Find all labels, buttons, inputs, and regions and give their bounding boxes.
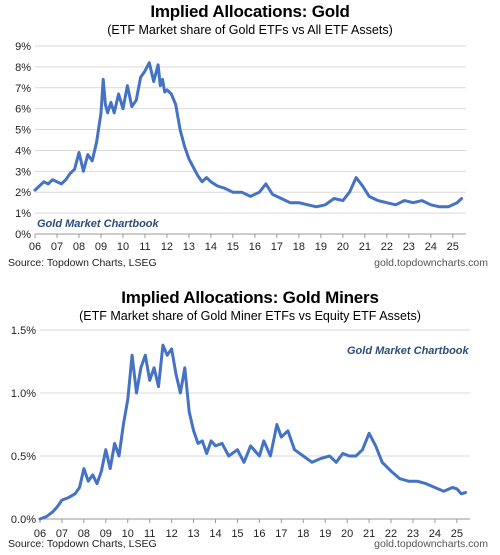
x-tick-label: 25	[451, 528, 463, 540]
x-tick-label: 13	[183, 241, 195, 253]
x-tick-label: 10	[122, 528, 134, 540]
x-tick-label: 09	[100, 528, 112, 540]
line-chart-gold-miners: 0.0% 0.5% 1.0% 1.5% 06 07 08 09 10 11 12 13 14 15 16 17…	[11, 325, 470, 540]
watermark: Gold Market Chartbook	[37, 218, 159, 230]
x-tick-label: 20	[337, 241, 349, 253]
x-tick-label: 08	[78, 528, 90, 540]
series-line	[38, 343, 468, 521]
chart-panel-gold-miners: Implied Allocations: Gold Miners (ETF Ma…	[0, 282, 500, 555]
x-tick-label: 22	[381, 241, 393, 253]
x-tick-label: 06	[34, 528, 46, 540]
x-tick-label: 19	[319, 528, 331, 540]
website-label: gold.topdowncharts.com	[374, 538, 488, 550]
chart-subtitle: (ETF Market share of Gold ETFs vs All ET…	[107, 23, 393, 37]
source-note: Source: Topdown Charts, LSEG	[8, 257, 157, 269]
x-tick-label: 19	[315, 241, 327, 253]
x-tick-label: 25	[447, 241, 459, 253]
y-tick-label: 9%	[15, 41, 31, 53]
x-tick-label: 15	[231, 528, 243, 540]
y-tick-label: 0%	[15, 229, 31, 241]
y-tick-label: 4%	[15, 145, 31, 157]
x-tick-label: 11	[144, 528, 155, 540]
website-label: gold.topdowncharts.com	[374, 257, 488, 269]
x-tick-label: 21	[363, 528, 375, 540]
x-tick-label: 22	[385, 528, 397, 540]
x-tick-label: 10	[117, 241, 129, 253]
chart-title: Implied Allocations: Gold	[150, 2, 350, 21]
x-tick-label: 23	[403, 241, 415, 253]
x-tick-label: 15	[227, 241, 239, 253]
watermark: Gold Market Chartbook	[347, 345, 469, 357]
x-tick-label: 21	[359, 241, 371, 253]
y-tick-label: 1.5%	[11, 325, 36, 337]
x-tick-label: 18	[297, 528, 309, 540]
x-tick-label: 07	[51, 241, 63, 253]
x-tick-label: 07	[56, 528, 68, 540]
x-tick-label: 17	[271, 241, 283, 253]
x-tick-label: 24	[425, 241, 437, 253]
y-tick-label: 1.0%	[11, 388, 36, 400]
x-tick-label: 17	[275, 528, 287, 540]
x-tick-label: 16	[253, 528, 265, 540]
x-tick-label: 16	[249, 241, 261, 253]
x-tick-label: 24	[429, 528, 441, 540]
x-tick-label: 12	[161, 241, 173, 253]
x-tick-label: 14	[205, 241, 217, 253]
y-tick-label: 6%	[15, 104, 31, 116]
y-tick-label: 0.5%	[11, 451, 36, 463]
source-note: Source: Topdown Charts, LSEG	[8, 538, 157, 550]
y-tick-label: 0.0%	[11, 514, 36, 526]
x-tick-label: 20	[341, 528, 353, 540]
chart-title: Implied Allocations: Gold Miners	[121, 288, 379, 307]
x-tick-label: 11	[139, 241, 150, 253]
y-tick-label: 5%	[15, 125, 31, 137]
y-tick-label: 2%	[15, 187, 31, 199]
x-tick-label: 18	[293, 241, 305, 253]
x-tick-label: 09	[95, 241, 107, 253]
x-tick-label: 06	[29, 241, 41, 253]
chart-subtitle: (ETF Market share of Gold Miner ETFs vs …	[79, 309, 421, 323]
y-tick-label: 7%	[15, 83, 31, 95]
y-tick-label: 1%	[15, 208, 31, 220]
x-tick-label: 08	[73, 241, 85, 253]
x-tick-label: 14	[209, 528, 221, 540]
x-tick-label: 13	[187, 528, 199, 540]
y-tick-label: 8%	[15, 62, 31, 74]
chart-panel-gold: Implied Allocations: Gold (ETF Market sh…	[8, 2, 488, 269]
y-tick-label: 3%	[15, 166, 31, 178]
x-tick-label: 12	[166, 528, 178, 540]
line-chart-gold: 0% 1% 2% 3% 4% 5% 6% 7% 8% 9% 06 07 08 09 10 11 12 13 14 15…	[15, 41, 466, 253]
x-tick-label: 23	[407, 528, 419, 540]
series-line	[33, 61, 464, 209]
